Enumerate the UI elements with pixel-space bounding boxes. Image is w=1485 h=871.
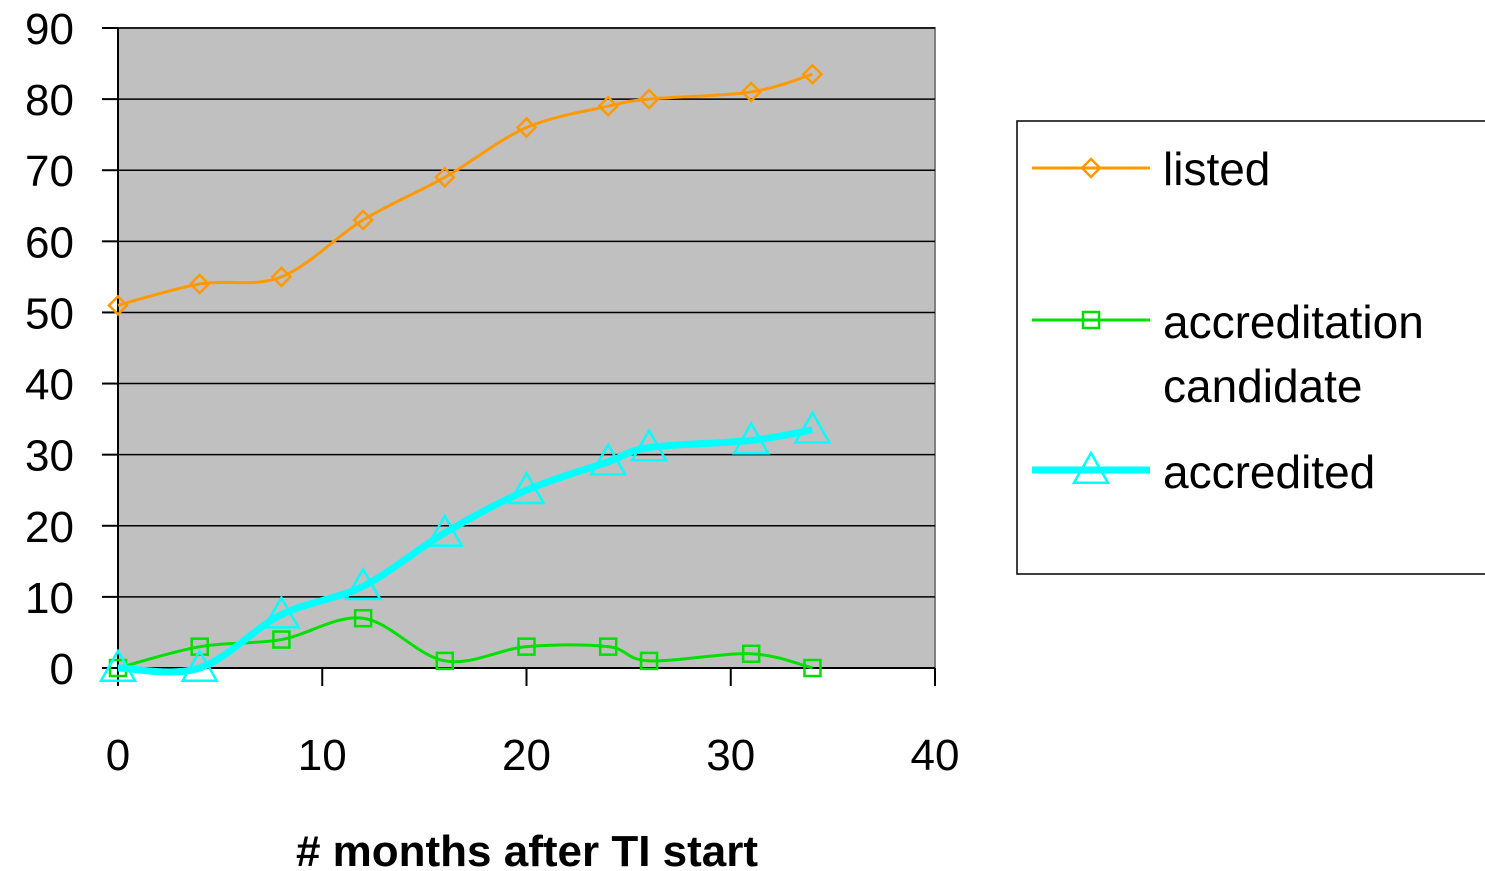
series-line <box>117 426 814 676</box>
data-point <box>188 273 211 295</box>
x-tick-label: 30 <box>706 731 755 780</box>
data-point <box>343 566 383 601</box>
data-point <box>272 630 291 649</box>
y-tick-label: 10 <box>25 574 74 623</box>
data-point <box>801 63 824 85</box>
series-2 <box>98 410 832 682</box>
x-tick-label: 20 <box>502 731 551 780</box>
series-0 <box>107 63 824 317</box>
data-point <box>598 637 618 656</box>
data-point <box>803 658 822 678</box>
data-point <box>597 95 619 117</box>
data-point <box>434 166 456 189</box>
data-point <box>517 637 536 656</box>
legend-label: listed <box>1163 143 1270 195</box>
x-tick-label: 40 <box>911 731 960 780</box>
legend-marker <box>1071 450 1111 484</box>
data-point <box>629 428 669 462</box>
series-line <box>117 72 813 307</box>
data-point <box>107 294 129 317</box>
legend-label: accredited <box>1163 446 1375 498</box>
y-tick-label: 20 <box>25 503 74 552</box>
data-point <box>793 410 832 444</box>
data-point <box>740 81 762 103</box>
y-tick-label: 70 <box>25 147 74 196</box>
legend-entry: accredited <box>1032 446 1375 498</box>
legend: listed accreditation candidate accredited <box>1016 120 1485 575</box>
series-layer <box>98 63 832 682</box>
legend-marker <box>1080 157 1102 179</box>
data-point <box>507 470 546 505</box>
axes <box>102 27 936 686</box>
grid-lines <box>118 27 935 598</box>
legend-label: accreditation <box>1163 296 1424 348</box>
legend-marker <box>1081 310 1101 330</box>
y-tick-label: 90 <box>25 5 74 54</box>
data-point <box>435 651 455 671</box>
data-point <box>98 648 138 682</box>
y-tick-label: 0 <box>50 645 74 694</box>
data-point <box>270 266 293 288</box>
data-point <box>353 608 373 628</box>
x-tick-labels: 0 10 20 30 40 <box>106 731 960 780</box>
data-point <box>180 648 219 682</box>
y-tick-label: 50 <box>25 289 74 338</box>
x-axis-title: # months after TI start <box>296 827 758 871</box>
data-point <box>352 209 374 231</box>
plot-area <box>117 27 936 669</box>
y-tick-label: 60 <box>25 218 74 267</box>
data-point <box>741 644 761 664</box>
data-point <box>638 88 660 110</box>
x-tick-label: 0 <box>106 731 130 780</box>
legend-label: candidate <box>1163 360 1363 412</box>
y-tick-label: 80 <box>25 76 74 125</box>
data-point <box>732 420 771 455</box>
legend-box <box>1016 120 1485 575</box>
legend-entry: listed <box>1032 143 1270 195</box>
data-point <box>515 116 538 139</box>
data-point <box>190 637 209 656</box>
data-point <box>589 442 628 476</box>
y-tick-label: 30 <box>25 432 74 481</box>
data-point <box>639 651 659 671</box>
legend-entry: accreditation candidate <box>1032 296 1424 412</box>
x-tick-label: 10 <box>298 731 347 780</box>
y-tick-labels: 0 10 20 30 40 50 60 70 80 90 <box>25 5 74 694</box>
y-tick-label: 40 <box>25 361 74 410</box>
data-point <box>262 595 301 629</box>
data-point <box>425 513 464 547</box>
